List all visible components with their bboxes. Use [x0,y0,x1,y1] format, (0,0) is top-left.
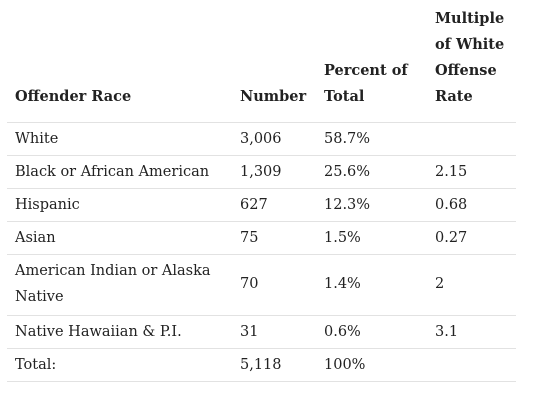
cell-number: 70 [232,254,316,316]
cell-number: 627 [232,188,316,222]
header-multiple-of-white-rate: Multiple of White Offense Rate [429,6,516,123]
table-row: Black or African American 1,309 25.6% 2.… [7,155,516,189]
header-percent-of-total: Percent of Total [316,6,429,123]
header-offender-race: Offender Race [7,6,232,123]
cell-race: Black or African American [7,155,232,189]
cell-multiple: 2 [429,254,516,316]
cell-number: 75 [232,221,316,255]
cell-race: White [7,122,232,156]
cell-number: 1,309 [232,155,316,189]
cell-percent: 1.4% [316,254,429,316]
table-header-row: Offender Race Number Percent of Total Mu… [7,6,516,123]
cell-percent: 1.5% [316,221,429,255]
cell-race: Hispanic [7,188,232,222]
cell-race: Native Hawaiian & P.I. [7,315,232,349]
cell-multiple: 0.27 [429,221,516,255]
table-row: White 3,006 58.7% [7,122,516,156]
cell-percent: 25.6% [316,155,429,189]
cell-multiple [429,122,516,156]
cell-percent: 0.6% [316,315,429,349]
cell-race: American Indian or Alaska Native [7,254,232,316]
cell-percent: 12.3% [316,188,429,222]
offender-race-table: Offender Race Number Percent of Total Mu… [7,6,516,382]
cell-multiple [429,348,516,382]
table-row: Hispanic 627 12.3% 0.68 [7,188,516,222]
table-row: Asian 75 1.5% 0.27 [7,221,516,255]
cell-percent: 58.7% [316,122,429,156]
cell-multiple: 3.1 [429,315,516,349]
cell-percent: 100% [316,348,429,382]
cell-multiple: 2.15 [429,155,516,189]
cell-number: 5,118 [232,348,316,382]
table-row: American Indian or Alaska Native 70 1.4%… [7,254,516,316]
table-row: Native Hawaiian & P.I. 31 0.6% 3.1 [7,315,516,349]
cell-number: 31 [232,315,316,349]
table-total-row: Total: 5,118 100% [7,348,516,382]
cell-race: Asian [7,221,232,255]
cell-number: 3,006 [232,122,316,156]
cell-race: Total: [7,348,232,382]
header-number: Number [232,6,316,123]
cell-multiple: 0.68 [429,188,516,222]
